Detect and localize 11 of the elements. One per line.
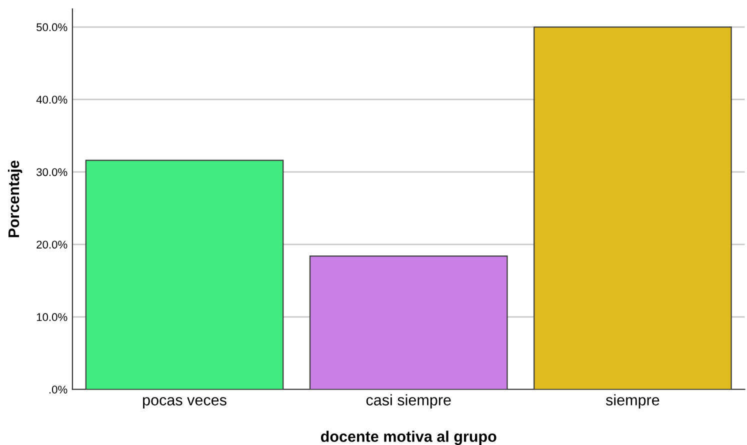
x-tick-label: siempre bbox=[606, 394, 660, 408]
y-tick-label: 10.0% bbox=[36, 313, 68, 322]
y-tick-label: .0% bbox=[49, 386, 68, 394]
x-axis-title: docente motiva al grupo bbox=[320, 430, 496, 445]
y-tick-label: 20.0% bbox=[36, 240, 68, 249]
y-tick-label: 30.0% bbox=[36, 168, 68, 176]
y-axis-title: Porcentaje bbox=[8, 160, 22, 238]
y-tick-label: 50.0% bbox=[36, 23, 68, 32]
x-tick-label: pocas veces bbox=[143, 397, 226, 408]
x-tick-label: casi siempre bbox=[366, 394, 451, 408]
y-tick-label: 40.0% bbox=[36, 96, 68, 104]
